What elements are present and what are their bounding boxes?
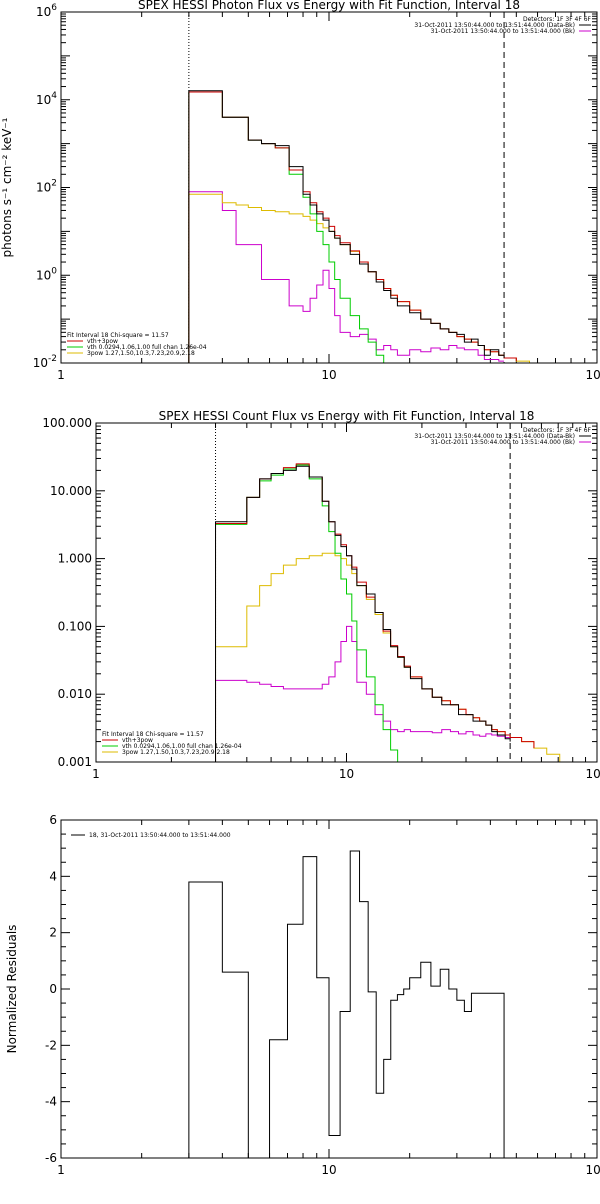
y-tick-label: 104 — [36, 91, 57, 107]
y-tick-label: -6 — [45, 1151, 57, 1165]
y-tick-exp: -2 — [48, 354, 57, 364]
legend-entry-text: vth 0.0294,1.06,1.00 full chan 1.26e-04 — [122, 743, 242, 750]
series-powerlaw-line — [215, 552, 561, 762]
legend-entry-text: vth+3pow — [87, 338, 118, 345]
x-tick-label: 10 — [339, 767, 354, 781]
series-group — [215, 463, 561, 762]
y-tick-base: 10 — [36, 93, 51, 107]
x-tick-label: 100 — [586, 368, 600, 382]
y-tick-label: 6 — [49, 813, 57, 827]
chart-2: SPEX HESSI Count Flux vs Energy with Fit… — [42, 409, 600, 781]
legend-entry-text: 31-Oct-2011 13:50:44.000 to 13:51:44.000… — [414, 22, 575, 29]
y-tick-label: 4 — [49, 869, 57, 883]
y-tick-label: 100.000 — [42, 416, 92, 430]
y-tick-exp: 6 — [51, 3, 57, 13]
legend-entry-text: 3pow 1.27,1.50,10.3,7.23,20.9,2.18 — [122, 749, 230, 756]
y-tick-label: 10.000 — [50, 484, 92, 498]
x-tick-label: 10 — [321, 1163, 336, 1177]
plot-frame — [95, 422, 598, 763]
series-total-line — [188, 850, 505, 1158]
legend-entry-text: vth 0.0294,1.06,1.00 full chan 1.26e-04 — [87, 344, 207, 351]
legend-entry-text: Fit Interval 18 Chi-square = 11.57 — [102, 731, 204, 738]
series-background-line — [215, 625, 511, 762]
y-tick-label: 10-2 — [33, 354, 57, 370]
y-tick-label: 1.000 — [58, 552, 92, 566]
x-tick-label: 10 — [321, 368, 336, 382]
legend-entry-text: Detectors: 1F 3F 4F 6F — [523, 16, 592, 23]
series-group — [188, 850, 505, 1158]
y-tick-base: 10 — [36, 268, 51, 282]
plot-frame — [60, 819, 598, 1159]
series-sum-line — [188, 91, 517, 363]
y-tick-base: 10 — [33, 356, 48, 370]
chart-1: SPEX HESSI Photon Flux vs Energy with Fi… — [0, 0, 600, 382]
legend-entry-text: 31-Oct-2011 13:50:44.000 to 13:51:44.000… — [431, 28, 575, 35]
series-group — [188, 90, 531, 363]
series-thermal-line — [188, 91, 385, 363]
legend-entry-text: 31-Oct-2011 13:50:44.000 to 13:51:44.000… — [431, 439, 575, 446]
y-tick-label: 0.010 — [58, 687, 92, 701]
series-background-line — [188, 191, 505, 363]
legend-entry-text: Fit Interval 18 Chi-square = 11.57 — [67, 332, 169, 339]
x-tick-label: 1 — [92, 767, 100, 781]
y-tick-label: 2 — [49, 926, 57, 940]
y-tick-label: 102 — [36, 179, 57, 195]
chart-title: SPEX HESSI Photon Flux vs Energy with Fi… — [138, 0, 520, 12]
x-tick-label: 1 — [57, 1163, 65, 1177]
legend-entry-text: vth+3pow — [122, 737, 153, 744]
chart-3: Normalized Residuals 1 10 100 -6 -4 -2 0 2 4 6 18, … — [5, 813, 600, 1177]
y-tick-base: 10 — [36, 181, 51, 195]
y-tick-label: 106 — [36, 3, 57, 19]
legend-entry-text: Detectors: 1F 3F 4F 6F — [523, 427, 592, 434]
y-tick-label: -2 — [45, 1038, 57, 1052]
y-tick-label: 0.100 — [58, 619, 92, 633]
y-axis-label: Normalized Residuals — [5, 925, 19, 1054]
y-axis-label: photons s⁻¹ cm⁻² keV⁻¹ — [0, 117, 14, 257]
series-total-line — [188, 90, 505, 363]
y-tick-label: 0.001 — [58, 755, 92, 769]
plot-frame — [60, 11, 598, 364]
series-powerlaw-line — [188, 193, 531, 363]
legend-entry-text: 18, 31-Oct-2011 13:50:44.000 to 13:51:44… — [89, 832, 231, 839]
y-tick-base: 10 — [36, 5, 51, 19]
x-tick-label: 100 — [586, 1163, 600, 1177]
legend-entry-text: 31-Oct-2011 13:50:44.000 to 13:51:44.000… — [414, 433, 575, 440]
x-tick-label: 1 — [57, 368, 65, 382]
chart-title: SPEX HESSI Count Flux vs Energy with Fit… — [159, 409, 535, 423]
y-tick-label: -4 — [45, 1095, 57, 1109]
series-thermal-line — [215, 464, 399, 762]
x-tick-label: 100 — [586, 767, 600, 781]
legend-entry-text: 3pow 1.27,1.50,10.3,7.23,20.9,2.18 — [87, 350, 195, 357]
series-total-line — [215, 465, 511, 762]
y-tick-exp: 0 — [51, 266, 57, 276]
y-tick-exp: 2 — [51, 179, 57, 189]
y-tick-exp: 4 — [51, 91, 57, 101]
y-tick-label: 100 — [36, 266, 57, 282]
y-tick-label: 0 — [49, 982, 57, 996]
